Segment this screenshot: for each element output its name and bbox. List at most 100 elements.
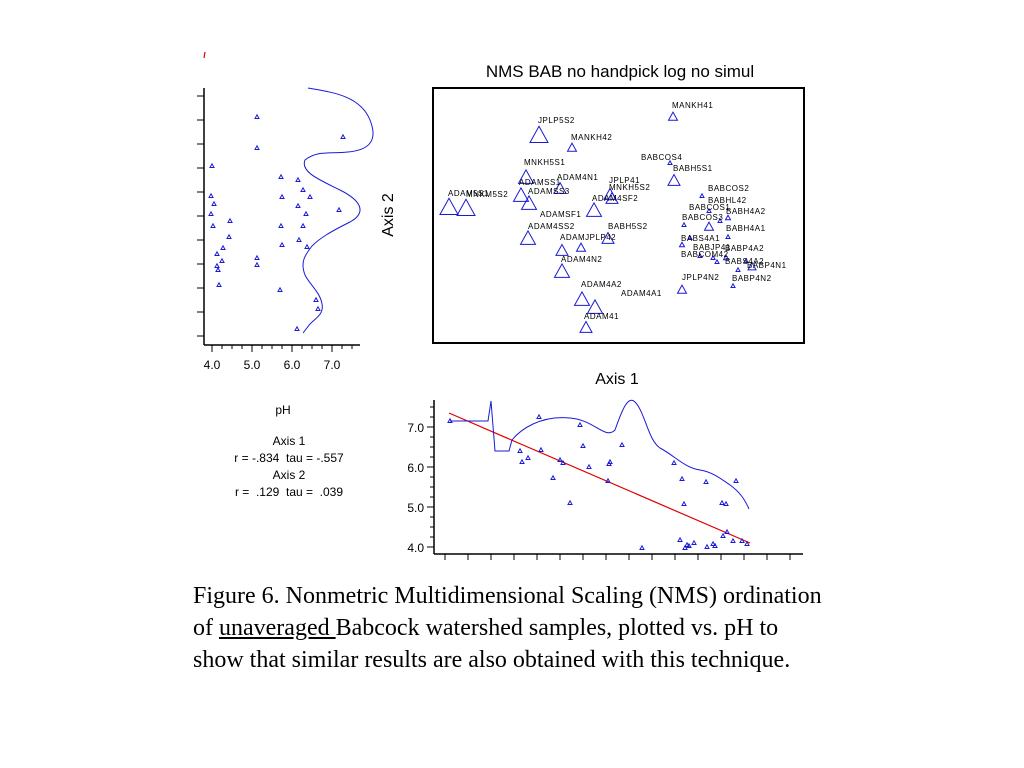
nms-sample-marker <box>714 258 720 264</box>
ph-point <box>215 266 221 272</box>
nms-sample-marker <box>681 221 687 227</box>
bottom-point <box>703 478 709 484</box>
ph-point <box>307 193 313 199</box>
ph-point <box>303 210 309 216</box>
bottom-point <box>639 544 645 550</box>
nms-sample-label: BABHL42 <box>708 196 747 205</box>
nms-sample-label: BABJP41 <box>693 243 731 252</box>
nms-sample-marker <box>555 243 569 256</box>
ph-point <box>278 173 284 179</box>
nms-sample-marker <box>512 186 530 202</box>
axis2-stat-label: Axis 2 <box>272 468 306 482</box>
caption-part1: Figure 6. Nonmetric Multidimensional Sca… <box>193 583 822 641</box>
bottom-point <box>744 540 750 546</box>
nms-sample-label: BABP4N2 <box>732 274 772 283</box>
ph-point <box>208 192 214 198</box>
bottom-point <box>536 413 542 419</box>
ph-point <box>208 210 214 216</box>
nms-sample-marker <box>687 234 693 240</box>
nms-sample-marker <box>605 191 619 204</box>
bottom-point <box>606 460 612 466</box>
axis1-stat-values: r = -.834 tau = -.557 <box>234 451 344 465</box>
bottom-point <box>679 475 685 481</box>
bottom-point <box>739 537 745 543</box>
ph-point <box>279 193 285 199</box>
nms-sample-marker <box>697 252 703 258</box>
ph-point <box>211 200 217 206</box>
ph-point <box>295 202 301 208</box>
nms-sample-marker <box>573 290 591 306</box>
nms-title: NMS BAB no handpick log no simul <box>486 62 754 81</box>
nms-frame <box>432 87 805 344</box>
bottom-point <box>733 477 739 483</box>
ph-panel: 4.0 5.0 6.0 7.0 pH <box>197 87 374 417</box>
nms-sample-label: BABH4A1 <box>726 224 766 233</box>
ph-point <box>294 325 300 331</box>
bottom-point <box>567 499 573 505</box>
nms-sample-label: JPLP41 <box>609 176 640 185</box>
caption-underlined: unaveraged <box>219 615 336 641</box>
nms-sample-marker <box>676 284 688 294</box>
nms-sample-marker <box>722 254 730 261</box>
bottom-panel: 7.0 6.0 5.0 4.0 <box>407 399 803 560</box>
nms-sample-label: MNKH5S1 <box>524 158 565 167</box>
bottom-point <box>710 540 716 546</box>
bottom-point <box>447 417 453 423</box>
bottom-point <box>682 544 688 550</box>
bottom-tick-label: 7.0 <box>407 421 424 435</box>
ph-points <box>208 113 346 331</box>
ph-xlabel: pH <box>275 403 290 417</box>
nms-sample-label: BABP4A2 <box>725 244 764 253</box>
nms-sample-label: BABP4N1 <box>747 261 787 270</box>
nms-sample-label: ADAM4N2 <box>561 255 602 264</box>
bottom-tick-label: 4.0 <box>407 541 424 555</box>
regression-line <box>448 412 751 544</box>
nms-sample-marker <box>586 298 604 314</box>
nms-sample-label: MANKH42 <box>571 133 612 142</box>
nms-sample-marker <box>710 254 716 260</box>
bottom-point <box>619 441 625 447</box>
nms-sample-marker <box>703 221 715 231</box>
ph-point <box>296 236 302 242</box>
nms-sample-marker <box>553 181 567 194</box>
red-mark <box>203 51 206 59</box>
nms-sample-label: MANKH41 <box>672 101 713 110</box>
bottom-point <box>538 446 544 452</box>
ph-point <box>254 254 260 260</box>
nms-xlabel: Axis 1 <box>595 371 639 388</box>
ph-tick-label: 6.0 <box>284 358 301 372</box>
bottom-point <box>586 463 592 469</box>
ph-point <box>277 286 283 292</box>
bottom-point <box>519 458 525 464</box>
bottom-point <box>686 542 692 548</box>
ph-smooth-curve <box>302 87 374 334</box>
figure-caption: Figure 6. Nonmetric Multidimensional Sca… <box>193 580 833 676</box>
axis1-stat-label: Axis 1 <box>272 434 306 448</box>
nms-sample-marker <box>706 207 712 213</box>
bottom-points <box>447 413 750 550</box>
nms-sample-marker <box>743 257 749 263</box>
ph-point <box>226 233 232 239</box>
nms-sample-marker <box>439 197 459 215</box>
bottom-point <box>691 539 697 545</box>
nms-sample-marker <box>724 214 732 221</box>
ph-point <box>254 144 260 150</box>
nms-sample-label: BABCOS4 <box>641 153 682 162</box>
bottom-point <box>550 474 556 480</box>
nms-sample-label: ADAM4SF2 <box>592 194 638 203</box>
ph-point <box>220 244 226 250</box>
ph-point <box>336 206 342 212</box>
nms-sample-label: BABH5S2 <box>608 222 648 231</box>
nms-sample-label: ADAMJPLP42 <box>560 233 616 242</box>
bottom-smooth-curve <box>450 399 750 510</box>
nms-sample-marker <box>747 261 757 271</box>
caption-part2: Babcock watershed samples, plotted vs. p… <box>193 615 791 673</box>
nms-sample-marker <box>730 282 736 288</box>
bottom-point <box>720 532 726 538</box>
ph-point <box>209 162 215 168</box>
nms-sample-marker <box>667 159 673 165</box>
nms-sample-label: JPLP4N2 <box>682 273 719 282</box>
bottom-point <box>719 499 725 505</box>
nms-sample-marker <box>725 233 731 239</box>
nms-sample-marker <box>699 192 705 198</box>
